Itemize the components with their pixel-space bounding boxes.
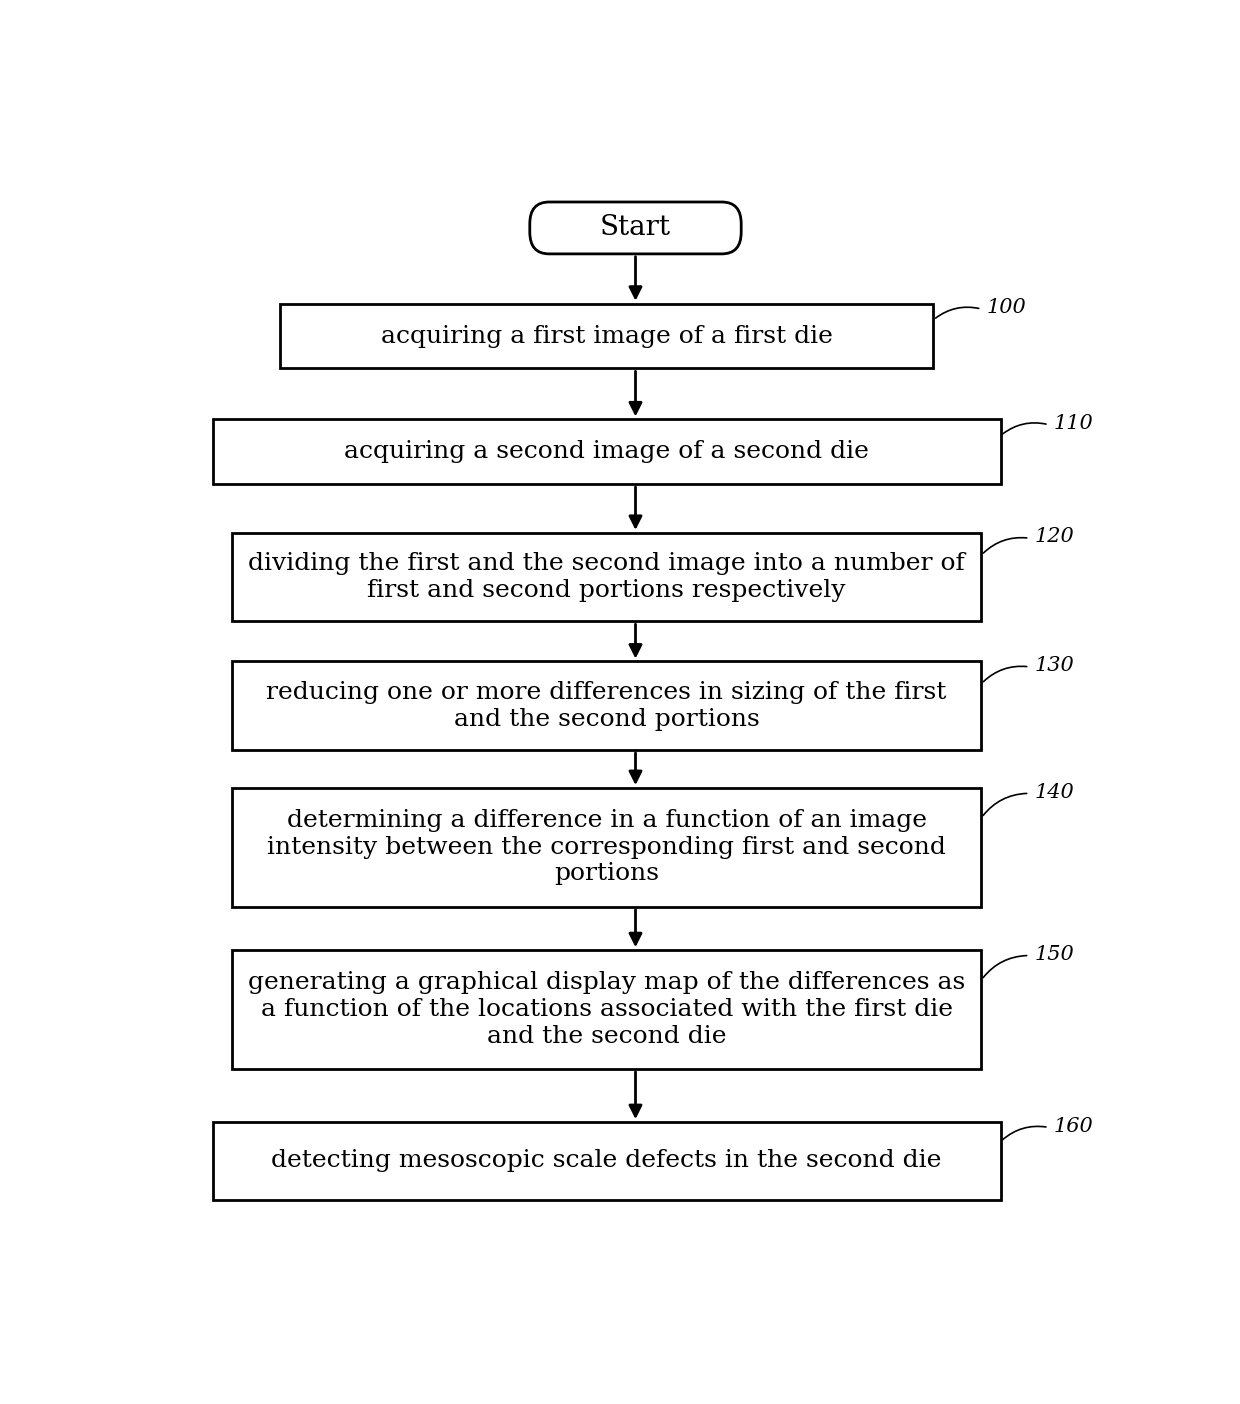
Bar xyxy=(232,951,982,1068)
Text: acquiring a second image of a second die: acquiring a second image of a second die xyxy=(345,441,869,463)
Text: reducing one or more differences in sizing of the first
and the second portions: reducing one or more differences in sizi… xyxy=(267,681,947,730)
Bar xyxy=(232,788,982,907)
Text: 140: 140 xyxy=(1034,782,1074,802)
Text: 130: 130 xyxy=(1034,656,1074,675)
Text: generating a graphical display map of the differences as
a function of the locat: generating a graphical display map of th… xyxy=(248,972,965,1047)
Bar xyxy=(232,532,982,622)
Text: 160: 160 xyxy=(1054,1116,1094,1136)
Text: Start: Start xyxy=(600,215,671,241)
Text: dividing the first and the second image into a number of
first and second portio: dividing the first and the second image … xyxy=(248,552,965,602)
Bar xyxy=(280,303,934,368)
Text: 110: 110 xyxy=(1054,414,1094,432)
Bar xyxy=(213,420,1001,484)
FancyBboxPatch shape xyxy=(529,202,742,254)
Text: 150: 150 xyxy=(1034,945,1074,963)
Text: 100: 100 xyxy=(986,298,1025,317)
Text: detecting mesoscopic scale defects in the second die: detecting mesoscopic scale defects in th… xyxy=(272,1150,942,1172)
Bar xyxy=(232,661,982,750)
Text: 120: 120 xyxy=(1034,528,1074,546)
Bar xyxy=(213,1122,1001,1200)
Text: determining a difference in a function of an image
intensity between the corresp: determining a difference in a function o… xyxy=(268,809,946,886)
Text: acquiring a first image of a first die: acquiring a first image of a first die xyxy=(381,324,832,348)
